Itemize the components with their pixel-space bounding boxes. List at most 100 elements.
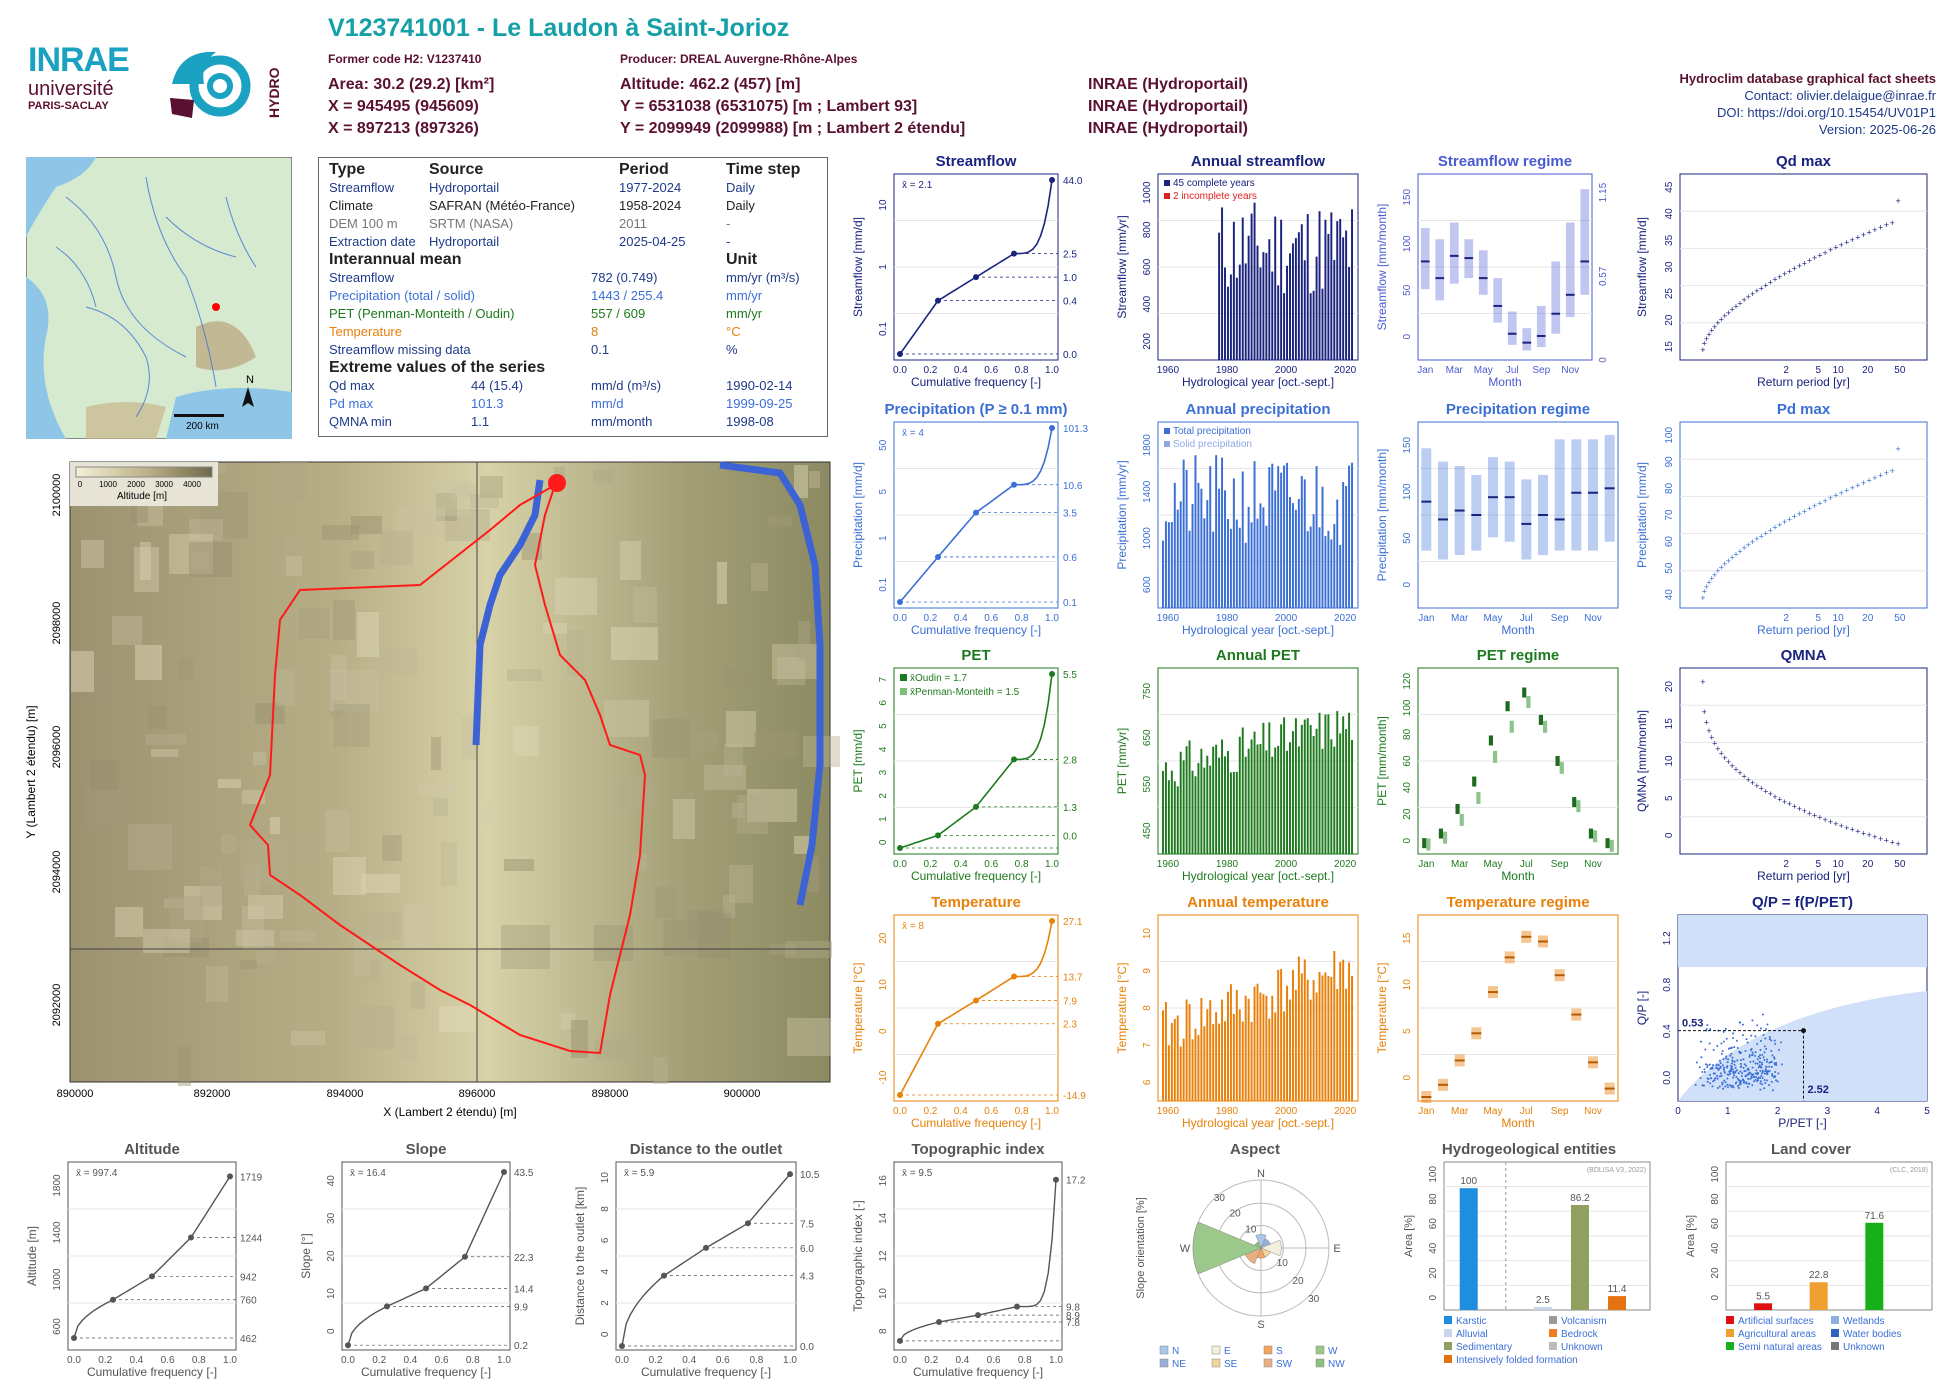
budyko-ytick: 0.4	[1662, 1024, 1673, 1038]
budyko-point	[1764, 1068, 1767, 1071]
info-row: Streamflow Hydroportail 1977-2024 Daily	[329, 179, 817, 197]
budyko-point	[1754, 1051, 1757, 1054]
annual_precip-bar	[1173, 482, 1176, 608]
annual_precip-bar	[1318, 527, 1321, 608]
annual_pet-bar	[1303, 719, 1306, 854]
dem-cell	[768, 516, 792, 527]
qmna-point: +	[1787, 799, 1792, 809]
qmna-point: +	[1850, 825, 1855, 835]
qmna-point: +	[1872, 832, 1877, 842]
temp_regime-xtick: Mar	[1451, 1106, 1469, 1117]
pd_max-ytick: 80	[1664, 482, 1675, 494]
annual_precip-bar	[1226, 519, 1229, 608]
dem-cell	[334, 704, 370, 747]
streamflow_regime-box	[1565, 222, 1575, 318]
annual_temp-bar	[1203, 1026, 1206, 1101]
annual_streamflow-ytick: 200	[1142, 333, 1153, 350]
annual_precip-bar	[1315, 466, 1318, 608]
streamflow_regime-xtick: Sep	[1532, 365, 1550, 376]
annual_pet-bar	[1250, 739, 1253, 854]
hydrogeology-ytick: 40	[1428, 1242, 1439, 1254]
annual_pet-bar	[1262, 722, 1265, 854]
annual_pet-bar	[1339, 733, 1342, 854]
budyko-point	[1718, 1059, 1721, 1062]
streamflow_cdf-xtick: 0.8	[1015, 365, 1029, 376]
budyko-point	[1721, 1064, 1724, 1067]
dem-cell	[514, 726, 539, 756]
annual_streamflow-bar	[1297, 232, 1300, 360]
budyko-point	[1735, 1069, 1738, 1072]
annual_temp-bar	[1176, 1015, 1179, 1101]
precip_cdf-ytick: 0.1	[878, 577, 889, 591]
annual_streamflow-bar	[1291, 243, 1294, 360]
dem-cell	[325, 810, 349, 852]
annual_precip-bar	[1241, 471, 1244, 608]
pd_max-chart: Pd max Return period [yr] Precipitation [m…	[1635, 401, 1928, 637]
budyko-point	[1759, 1069, 1762, 1072]
qd_max-point: +	[1844, 238, 1849, 248]
dem-cell	[360, 912, 401, 940]
altitude-quantile-point	[110, 1296, 116, 1303]
aspect-legend-label: SW	[1276, 1359, 1293, 1370]
pd_max-point: +	[1844, 486, 1849, 496]
budyko-point	[1747, 1067, 1750, 1070]
qd_max-point: +	[1833, 243, 1838, 253]
budyko-point	[1765, 1079, 1768, 1082]
streamflow_cdf-quantile-point	[1011, 250, 1017, 257]
budyko-point	[1766, 1058, 1769, 1061]
precip_regime-xlabel: Month	[1501, 623, 1534, 637]
altitude-mean-label: x̄ = 997.4	[76, 1168, 118, 1179]
annual_pet-bar	[1268, 722, 1271, 854]
budyko-point	[1739, 1070, 1742, 1073]
annual_temp-bar	[1303, 959, 1306, 1101]
annual_pet-bar	[1215, 744, 1218, 854]
qd_max-point: +	[1782, 269, 1787, 279]
info-row: Climate SAFRAN (Météo-France) 1958-2024 Dai…	[329, 197, 817, 215]
pd_max-point: +	[1733, 549, 1738, 559]
budyko-point	[1700, 1056, 1703, 1059]
dem-cell	[280, 931, 316, 942]
annual_temp-bar	[1277, 969, 1280, 1101]
annual_precip-bar	[1167, 522, 1170, 608]
qd_max-point: +	[1807, 256, 1812, 266]
land_cover-legend-label: Agricultural areas	[1738, 1329, 1816, 1340]
slope-ytick: 20	[326, 1250, 337, 1262]
budyko-point	[1730, 1052, 1733, 1055]
budyko-point	[1759, 1039, 1762, 1042]
slope-right-tick: 43.5	[514, 1168, 534, 1179]
pet_cdf-xlabel: Cumulative frequency [-]	[911, 869, 1041, 883]
budyko-point	[1729, 1054, 1732, 1057]
annual_temp-bar	[1345, 988, 1348, 1101]
budyko-point	[1716, 1044, 1719, 1047]
annual_temp-bar	[1167, 1045, 1170, 1101]
version: Version: 2025-06-26	[1818, 122, 1936, 137]
budyko-point	[1759, 1080, 1762, 1083]
annual_streamflow-bar	[1218, 232, 1221, 360]
annual_streamflow-chart: Annual streamflow Hydrological year [oct.…	[1115, 153, 1359, 389]
annual_streamflow-bar	[1286, 265, 1289, 360]
budyko-point	[1706, 1064, 1709, 1067]
qmna-point: +	[1839, 821, 1844, 831]
temp_cdf-xtick: 0.6	[984, 1106, 998, 1117]
pd_max-point: +	[1792, 512, 1797, 522]
pet_regime-xlabel: Month	[1501, 869, 1534, 883]
annual_streamflow-bar	[1321, 288, 1324, 360]
annual_pet-bar	[1182, 760, 1185, 854]
annual_streamflow-bar	[1268, 239, 1271, 360]
annual_precip-legend-key	[1164, 441, 1170, 447]
budyko-point	[1728, 1083, 1731, 1086]
annual_temp-bar	[1185, 999, 1188, 1101]
dem-cell	[363, 960, 380, 982]
header-right: Hydroclim database graphical fact sheets…	[1680, 70, 1936, 138]
budyko-point	[1725, 1037, 1728, 1040]
annual_temp-bar	[1232, 1013, 1235, 1101]
budyko-title: Q/P = f(P/PET)	[1752, 894, 1853, 911]
qd_max-point: +	[1802, 258, 1807, 268]
budyko-point	[1764, 1070, 1767, 1073]
qmna-point: +	[1890, 837, 1895, 847]
annual_pet-bar	[1229, 772, 1232, 854]
budyko-point	[1763, 1045, 1766, 1048]
budyko-point	[1739, 1079, 1742, 1082]
annual_pet-ytick: 550	[1142, 775, 1153, 792]
info-row-cell: -	[726, 234, 731, 249]
